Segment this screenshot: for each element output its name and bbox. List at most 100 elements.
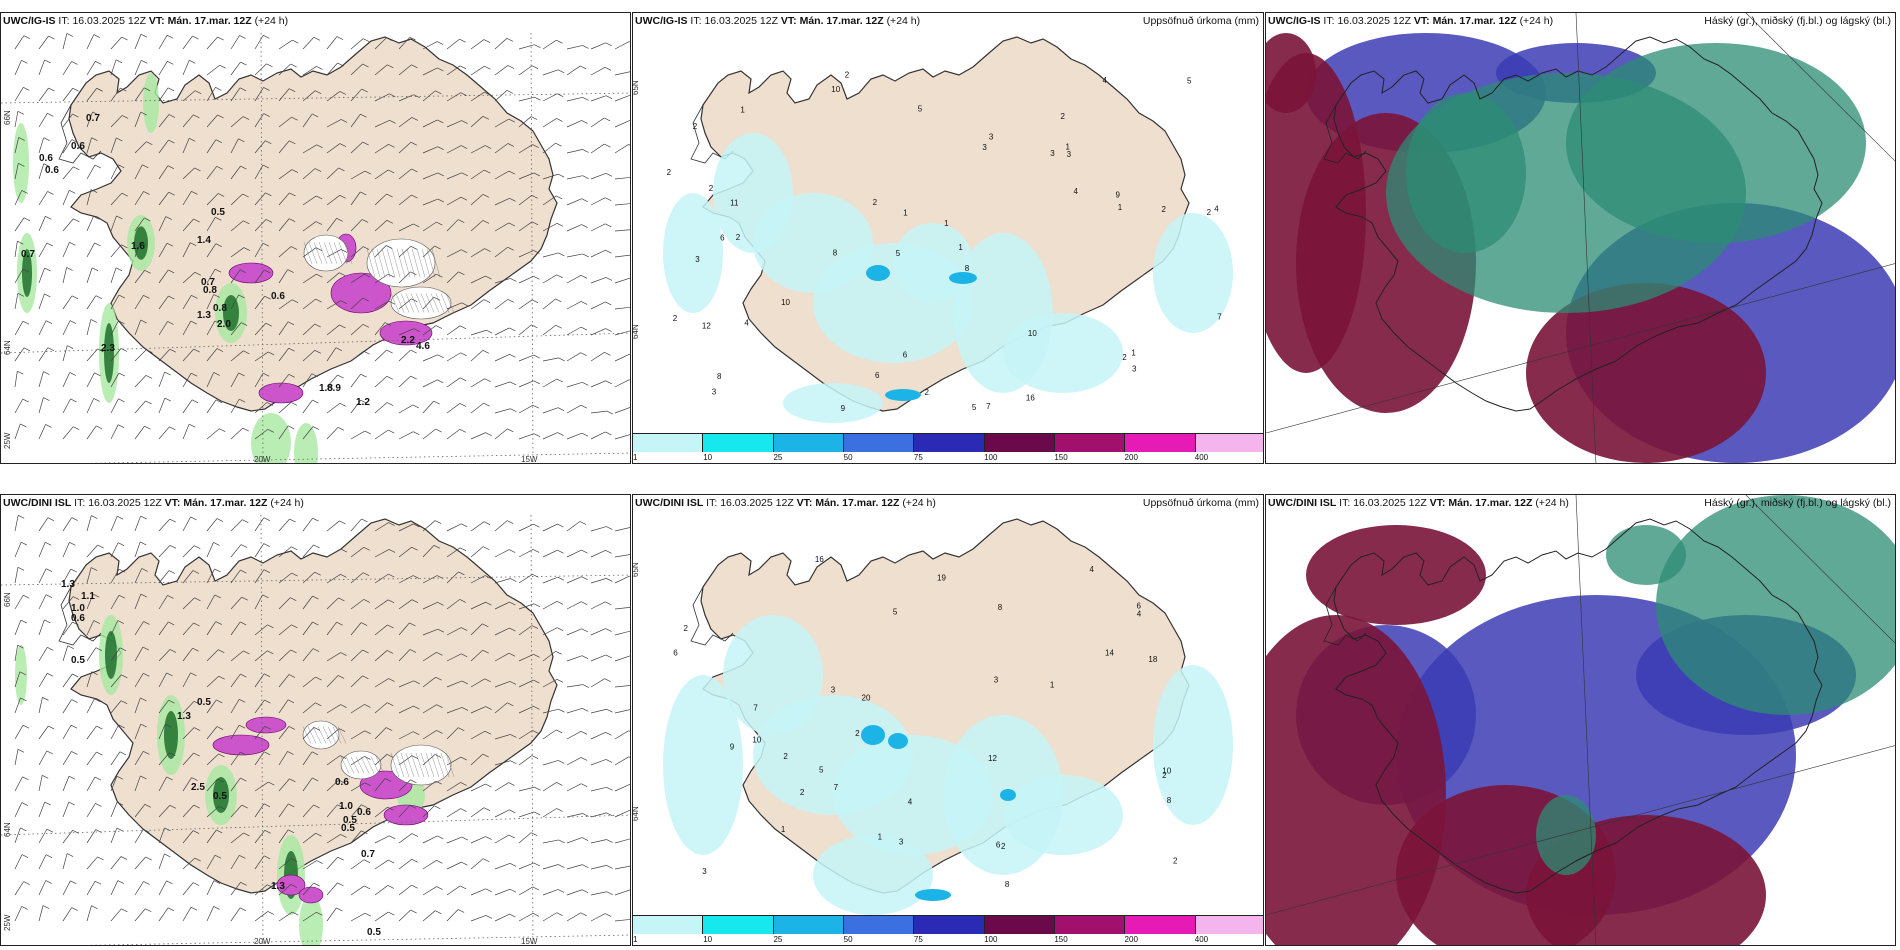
- wind-value-label: 0.6: [71, 613, 85, 624]
- panel-header: UWC/DINI ISL IT: 16.03.2025 12Z VT: Mán.…: [1268, 497, 1569, 509]
- colorbar-tick-label: 400: [1194, 453, 1209, 462]
- precip-value-label: 1: [958, 243, 963, 252]
- wind-value-label: 0.6: [39, 153, 53, 164]
- precip-value-label: 8: [1167, 796, 1172, 805]
- precip-value-label: 1: [878, 833, 883, 842]
- cloud-panel-bottom: UWC/DINI ISL IT: 16.03.2025 12Z VT: Mán.…: [1265, 494, 1896, 946]
- precip-value-label: 10: [752, 736, 761, 745]
- colorbar: [633, 433, 1263, 452]
- precip-value-label: 2: [673, 314, 678, 323]
- colorbar-tick-label: 100: [984, 453, 998, 462]
- precip-value-label: 6: [903, 351, 908, 360]
- colorbar-tick-label: 1: [633, 453, 638, 462]
- precip-value-label: 3: [1132, 365, 1137, 374]
- precip-value-label: 2: [845, 70, 850, 79]
- wind-value-label: 0.5: [367, 927, 381, 938]
- precip-value-label: 6: [673, 649, 678, 658]
- wind-value-label: 1.1: [81, 591, 95, 602]
- wind-value-label: 0.7: [361, 849, 375, 860]
- precip-value-label: 8: [998, 603, 1003, 612]
- precip-value-label: 2: [1162, 771, 1167, 780]
- precip-value-label: 3: [1067, 150, 1072, 159]
- precip-value-label: 10: [831, 85, 840, 94]
- lat-label-65: 65N: [632, 562, 640, 577]
- precip-value-label: 2: [873, 198, 878, 207]
- colorbar-segment: [1125, 916, 1196, 934]
- colorbar-segment: [1195, 916, 1263, 934]
- colorbar-tick-label: 10: [703, 935, 713, 944]
- precip-value-label: 6: [1137, 602, 1142, 611]
- colorbar-segment: [773, 916, 844, 934]
- precip-map-bottom: 2569723310148483201819161046685127322421…: [663, 518, 1233, 915]
- precip-value-label: 2: [693, 122, 698, 131]
- precip-value-label: 1: [740, 106, 745, 115]
- wind-value-label: 0.6: [71, 141, 85, 152]
- colorbar-segment: [1125, 434, 1196, 452]
- colorbar-tick-label: 150: [1054, 935, 1068, 944]
- wind-value-label: 0.5: [213, 791, 227, 802]
- wind-value-label: 1.3: [177, 711, 191, 722]
- cloud-panel-top: UWC/IG-IS IT: 16.03.2025 12Z VT: Mán. 17…: [1265, 12, 1896, 464]
- precip-value-label: 3: [899, 837, 904, 846]
- panel-header: UWC/IG-IS IT: 16.03.2025 12Z VT: Mán. 17…: [1268, 15, 1554, 27]
- colorbar-tick-label: 10: [703, 453, 713, 462]
- wind-panel-bottom: UWC/DINI ISL IT: 16.03.2025 12Z VT: Mán.…: [0, 494, 631, 946]
- precip-value-label: 2: [736, 233, 741, 242]
- lat-label-66: 66N: [3, 592, 12, 607]
- precip-value-label: 6: [875, 371, 880, 380]
- precip-value-label: 16: [815, 555, 824, 564]
- precip-value-label: 7: [753, 703, 758, 712]
- cloud-map-bottom: [1266, 495, 1895, 945]
- lat-label-64: 64N: [3, 822, 12, 837]
- precip-value-label: 8: [965, 264, 970, 273]
- wind-value-label: 2.2: [401, 335, 415, 346]
- colorbar-segment: [843, 434, 915, 452]
- precip-value-label: 5: [893, 607, 898, 616]
- precip-value-label: 4: [1214, 205, 1219, 214]
- colorbar-tick-label: 25: [773, 935, 783, 944]
- precip-value-label: 1: [903, 208, 908, 217]
- precip-value-label: 16: [1026, 393, 1035, 402]
- wind-value-label: 0.5: [197, 697, 211, 708]
- precip-value-label: 3: [982, 143, 987, 152]
- colorbar-tick-label: 150: [1054, 453, 1068, 462]
- precip-value-label: 11: [730, 199, 739, 208]
- wind-value-label: 0.8: [213, 303, 227, 314]
- precip-value-label: 7: [834, 783, 839, 792]
- precip-value-label: 2: [783, 752, 788, 761]
- precip-value-label: 19: [937, 573, 946, 582]
- precip-value-label: 2: [855, 729, 860, 738]
- lat-label-64: 64N: [632, 806, 640, 821]
- precip-value-label: 3: [1050, 149, 1055, 158]
- wind-value-label: 0.7: [201, 277, 215, 288]
- precip-value-label: 12: [702, 322, 711, 331]
- precip-value-label: 8: [1005, 880, 1010, 889]
- precip-value-label: 1: [781, 825, 786, 834]
- precip-title: Uppsöfnuð úrkoma (mm): [1142, 497, 1259, 509]
- wind-value-label: 4.6: [416, 341, 430, 352]
- wind-value-label: 1.3: [271, 881, 285, 892]
- colorbar-tick-label: 50: [843, 453, 853, 462]
- colorbar-segment: [984, 434, 1055, 452]
- wind-value-label: 0.6: [357, 807, 371, 818]
- wind-value-label: 8.9: [327, 383, 341, 394]
- precip-value-label: 4: [1090, 565, 1095, 574]
- precip-value-label: 7: [1217, 312, 1222, 321]
- precip-value-label: 3: [702, 867, 707, 876]
- colorbar-segment: [1054, 916, 1126, 934]
- precip-value-label: 1: [1131, 349, 1136, 358]
- precip-value-label: 2: [800, 788, 805, 797]
- precip-value-label: 3: [695, 255, 700, 264]
- precip-panel-bottom: UWC/DINI ISL IT: 16.03.2025 12Z VT: Mán.…: [632, 494, 1264, 946]
- precip-value-label: 10: [1162, 767, 1171, 776]
- colorbar-segment: [773, 434, 844, 452]
- lat-label-66: 66N: [3, 110, 12, 125]
- colorbar-segment: [914, 916, 985, 934]
- precip-value-label: 2: [1207, 208, 1212, 217]
- precip-value-label: 1: [1050, 680, 1055, 689]
- wind-value-label: 0.5: [343, 815, 357, 826]
- wind-value-label: 0.5: [341, 823, 355, 834]
- precip-value-label: 2: [1122, 353, 1127, 362]
- panel-header: UWC/DINI ISL IT: 16.03.2025 12Z VT: Mán.…: [635, 497, 936, 509]
